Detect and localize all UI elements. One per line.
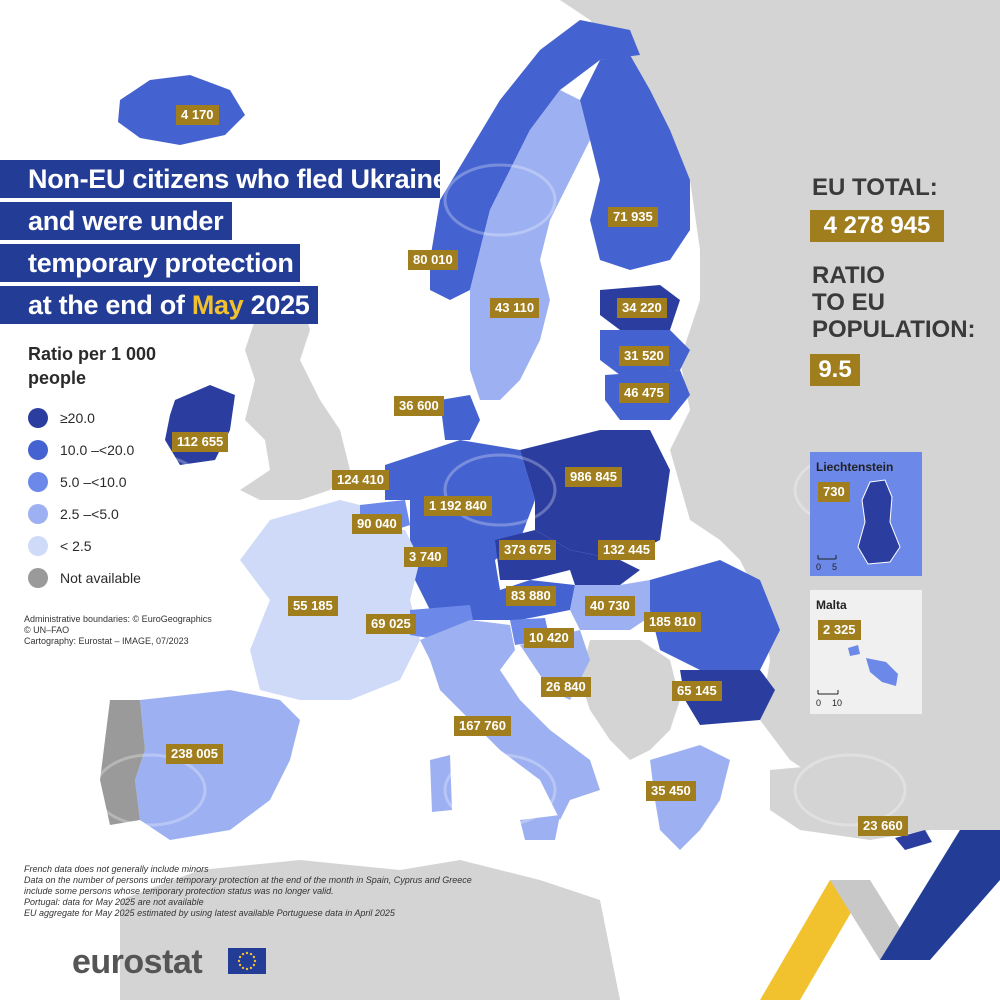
sardinia-shape	[430, 755, 452, 812]
label-slovakia: 132 445	[598, 540, 655, 560]
legend-swatch	[28, 536, 48, 556]
eu-total-value: 4 278 945	[810, 210, 944, 242]
title-line-4: at the end of May 2025	[0, 286, 318, 324]
label-croatia: 26 840	[541, 677, 591, 697]
label-hungary: 40 730	[585, 596, 635, 616]
title-line-1: Non-EU citizens who fled Ukraine	[0, 160, 448, 198]
liechtenstein-shape	[817, 479, 901, 565]
label-italy: 167 760	[454, 716, 511, 736]
label-spain: 238 005	[166, 744, 223, 764]
title-prefix: at the end of	[28, 290, 192, 320]
label-sweden: 43 110	[490, 298, 540, 318]
label-greece: 35 450	[646, 781, 696, 801]
cyprus-shape	[895, 830, 932, 850]
label-liechtenstein: 730	[818, 482, 850, 502]
label-luxembourg: 3 740	[404, 547, 447, 567]
label-lithuania: 46 475	[619, 383, 669, 403]
legend-title: Ratio per 1 000 people	[28, 342, 156, 390]
finland-shape	[580, 55, 690, 270]
romania-shape	[650, 560, 780, 670]
footnotes: French data does not generally include m…	[24, 864, 472, 919]
label-latvia: 31 520	[619, 346, 669, 366]
malta-scale-1: 10	[832, 698, 843, 708]
liechtenstein-inset: Liechtenstein 730 0 5	[810, 452, 922, 576]
slovakia-shape	[570, 550, 640, 585]
denmark-shape	[440, 395, 480, 440]
label-austria: 83 880	[506, 586, 556, 606]
uk-land	[240, 295, 350, 500]
label-malta: 2 325	[818, 620, 861, 640]
ratio-label-2: TO EU	[812, 289, 885, 316]
label-netherlands: 124 410	[332, 470, 389, 490]
label-iceland: 4 170	[176, 105, 219, 125]
credits-line-3: Cartography: Eurostat – IMAGE, 07/2023	[24, 636, 189, 646]
legend-label: 5.0 –<10.0	[60, 474, 127, 490]
label-romania: 185 810	[644, 612, 701, 632]
label-belgium: 90 040	[352, 514, 402, 534]
note-3: include some persons whose temporary pro…	[24, 886, 334, 896]
label-cyprus: 23 660	[858, 816, 908, 836]
title-line-3: temporary protection	[0, 244, 300, 282]
legend-swatch	[28, 504, 48, 524]
legend-label: Not available	[60, 570, 141, 586]
ratio-label-3: POPULATION:	[812, 316, 976, 343]
label-slovenia: 10 420	[524, 628, 574, 648]
label-germany: 1 192 840	[424, 496, 492, 516]
label-france: 55 185	[288, 596, 338, 616]
eu-total-label: EU TOTAL:	[812, 174, 938, 201]
balkans-land	[580, 640, 680, 760]
portugal-shape	[100, 700, 145, 825]
malta-title: Malta	[816, 598, 847, 612]
ratio-label-1: RATIO	[812, 262, 885, 289]
label-estonia: 34 220	[617, 298, 667, 318]
title-suffix: 2025	[243, 290, 310, 320]
liechtenstein-scale-0: 0	[816, 562, 822, 572]
note-4: Portugal: data for May 2025 are not avai…	[24, 897, 204, 907]
label-switzerland: 69 025	[366, 614, 416, 634]
label-bulgaria: 65 145	[672, 681, 722, 701]
eurostat-logo-text: eurostat	[72, 943, 203, 981]
legend-swatch	[28, 568, 48, 588]
label-norway: 80 010	[408, 250, 458, 270]
germany-shape	[410, 440, 535, 610]
spain-shape	[135, 690, 300, 840]
credits-line-1: Administrative boundaries: © EuroGeograp…	[24, 614, 212, 624]
credits-line-2: © UN–FAO	[24, 625, 70, 635]
eu-flag-icon	[228, 948, 266, 974]
malta-shape	[817, 645, 898, 695]
legend-label: < 2.5	[60, 538, 92, 554]
legend-swatch	[28, 408, 48, 428]
poland-shape	[520, 430, 670, 560]
label-czechia: 373 675	[499, 540, 556, 560]
turkey-land	[770, 760, 1000, 840]
watermark	[93, 163, 907, 827]
note-1: French data does not generally include m…	[24, 864, 209, 874]
ratio-value: 9.5	[810, 354, 860, 386]
legend-title-line-1: Ratio per 1 000	[28, 344, 157, 364]
ribbon-yellow	[760, 880, 870, 1000]
legend-title-line-2: people	[28, 368, 87, 388]
label-ireland: 112 655	[172, 432, 229, 452]
label-denmark: 36 600	[394, 396, 444, 416]
legend-swatch	[28, 440, 48, 460]
note-5: EU aggregate for May 2025 estimated by u…	[24, 908, 395, 918]
sicily-shape	[520, 815, 560, 840]
legend-swatch	[28, 472, 48, 492]
title-month: May	[191, 290, 244, 320]
note-2: Data on the number of persons under temp…	[24, 875, 472, 885]
norway-shape	[430, 20, 640, 300]
sweden-shape	[470, 90, 590, 400]
legend-label: ≥20.0	[60, 410, 95, 426]
malta-scale-0: 0	[816, 698, 822, 708]
ribbon-blue	[880, 830, 1000, 960]
malta-inset: Malta 2 325 0 10	[810, 590, 922, 714]
liechtenstein-scale-1: 5	[832, 562, 838, 572]
label-poland: 986 845	[565, 467, 622, 487]
liechtenstein-title: Liechtenstein	[816, 460, 894, 474]
legend-label: 2.5 –<5.0	[60, 506, 119, 522]
legend-label: 10.0 –<20.0	[60, 442, 135, 458]
map-credits: Administrative boundaries: © EuroGeograp…	[24, 614, 212, 647]
title-line-2: and were under	[0, 202, 232, 240]
label-finland: 71 935	[608, 207, 658, 227]
